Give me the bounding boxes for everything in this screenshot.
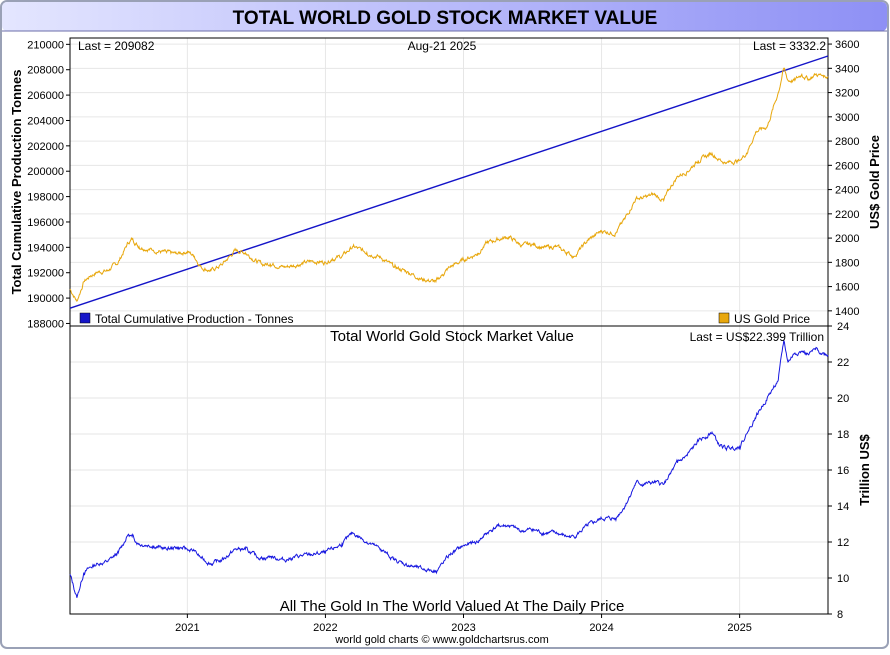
x-tick-label: 2025 bbox=[727, 622, 751, 634]
left-tick-label: 194000 bbox=[27, 242, 64, 254]
left-tick-label: 206000 bbox=[27, 90, 64, 102]
left-tick-label: 200000 bbox=[27, 166, 64, 178]
left-tick-label: 196000 bbox=[27, 217, 64, 229]
left-tick-label: 210000 bbox=[27, 39, 64, 51]
bottom-annotation: All The Gold In The World Valued At The … bbox=[280, 598, 625, 615]
right-tick-label: 3200 bbox=[835, 88, 859, 100]
x-tick-label: 2021 bbox=[175, 622, 199, 634]
legend-label-price: US Gold Price bbox=[734, 312, 810, 326]
bottom-tick-label: 24 bbox=[837, 321, 849, 333]
x-tick-label: 2022 bbox=[313, 622, 337, 634]
right-tick-label: 3400 bbox=[835, 63, 859, 75]
right-tick-label: 2400 bbox=[835, 185, 859, 197]
x-tick-label: 2023 bbox=[451, 622, 475, 634]
legend-label-tonnes: Total Cumulative Production - Tonnes bbox=[95, 312, 294, 326]
left-tick-label: 188000 bbox=[27, 318, 64, 330]
legend-swatch-price bbox=[718, 312, 730, 324]
bottom-tick-label: 8 bbox=[837, 609, 843, 621]
left-tick-label: 208000 bbox=[27, 65, 64, 77]
bottom-tick-label: 22 bbox=[837, 357, 849, 369]
top-panel-grid bbox=[70, 38, 828, 326]
title-banner bbox=[2, 2, 887, 31]
last-price-label: Last = 3332.2 bbox=[753, 39, 826, 53]
series-line-price bbox=[69, 67, 829, 303]
left-axis-title: Total Cumulative Production Tonnes bbox=[9, 70, 24, 295]
left-tick-label: 192000 bbox=[27, 268, 64, 280]
bottom-tick-label: 20 bbox=[837, 393, 849, 405]
legend-swatch-tonnes bbox=[79, 312, 91, 324]
left-tick-label: 202000 bbox=[27, 141, 64, 153]
top-left-axis: 188000 190000 192000 194000 196000 198000 2000… bbox=[27, 39, 70, 330]
right-axis-title-value: Trillion US$ bbox=[857, 433, 872, 505]
right-tick-label: 1400 bbox=[835, 306, 859, 318]
bottom-tick-label: 12 bbox=[837, 537, 849, 549]
right-tick-label: 1800 bbox=[835, 257, 859, 269]
bottom-tick-label: 18 bbox=[837, 429, 849, 441]
x-axis: 2021 2022 2023 2024 2025 bbox=[175, 614, 752, 634]
bottom-series-lines bbox=[69, 340, 829, 598]
series-line-value bbox=[69, 340, 829, 598]
left-tick-label: 204000 bbox=[27, 115, 64, 127]
bottom-right-axis: 8 10 12 14 16 18 20 22 24 bbox=[828, 321, 849, 621]
right-tick-label: 1600 bbox=[835, 282, 859, 294]
right-tick-label: 2800 bbox=[835, 136, 859, 148]
bottom-chart-title: Total World Gold Stock Market Value bbox=[330, 328, 574, 345]
left-tick-label: 198000 bbox=[27, 192, 64, 204]
banner-title: TOTAL WORLD GOLD STOCK MARKET VALUE bbox=[233, 8, 658, 29]
last-value-label: Last = US$22.399 Trillion bbox=[690, 330, 824, 344]
right-tick-label: 2600 bbox=[835, 160, 859, 172]
right-tick-label: 3000 bbox=[835, 112, 859, 124]
top-series-lines bbox=[69, 55, 829, 309]
footer-credit: world gold charts © www.goldchartsrus.co… bbox=[334, 634, 549, 646]
date-label: Aug-21 2025 bbox=[408, 39, 477, 53]
bottom-tick-label: 16 bbox=[837, 465, 849, 477]
left-tick-label: 190000 bbox=[27, 293, 64, 305]
right-tick-label: 2000 bbox=[835, 233, 859, 245]
right-tick-label: 3600 bbox=[835, 39, 859, 51]
x-tick-label: 2024 bbox=[589, 622, 613, 634]
right-tick-label: 2200 bbox=[835, 209, 859, 221]
bottom-tick-label: 14 bbox=[837, 501, 849, 513]
last-tonnes-label: Last = 209082 bbox=[78, 39, 155, 53]
series-line-tonnes bbox=[69, 55, 829, 309]
top-right-axis: 1400 1600 1800 2000 2200 2400 2600 2800 3000 3200… bbox=[828, 39, 859, 318]
right-axis-title-price: US$ Gold Price bbox=[867, 135, 882, 229]
bottom-tick-label: 10 bbox=[837, 573, 849, 585]
